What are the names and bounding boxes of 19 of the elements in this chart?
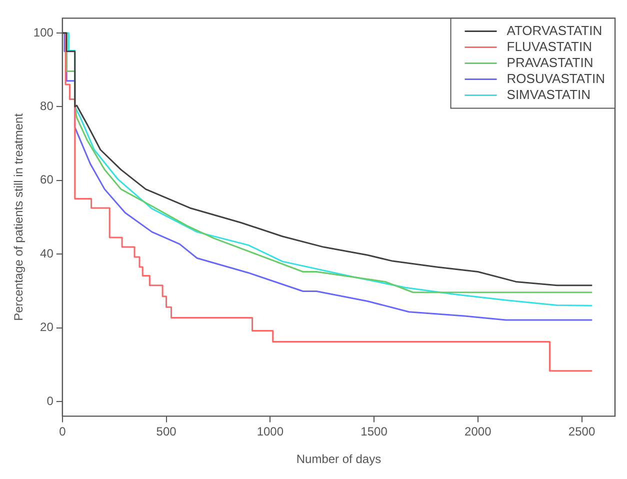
x-tick-label: 500	[156, 424, 177, 439]
y-tick-label: 40	[40, 246, 54, 260]
legend-label: SIMVASTATIN	[506, 86, 591, 102]
y-tick-label: 60	[40, 172, 54, 187]
y-tick-label: 100	[33, 25, 54, 40]
y-axis-title: Percentage of patients still in treatment	[12, 112, 26, 321]
x-axis-title: Number of days	[296, 452, 382, 466]
x-tick-label: 1500	[360, 424, 388, 439]
x-tick-label: 0	[59, 424, 66, 439]
x-tick-label: 2000	[464, 424, 492, 439]
legend-label: ATORVASTATIN	[506, 22, 602, 38]
legend-label: FLUVASTATIN	[506, 38, 592, 54]
y-tick-label: 20	[40, 320, 54, 334]
legend-label: ROSUVASTATIN	[506, 70, 606, 86]
x-tick-label: 1000	[256, 424, 284, 439]
legend-label: PRAVASTATIN	[506, 54, 594, 70]
y-tick-label: 80	[40, 98, 54, 113]
x-tick-label: 2500	[568, 424, 596, 439]
y-tick-label: 0	[46, 394, 54, 408]
